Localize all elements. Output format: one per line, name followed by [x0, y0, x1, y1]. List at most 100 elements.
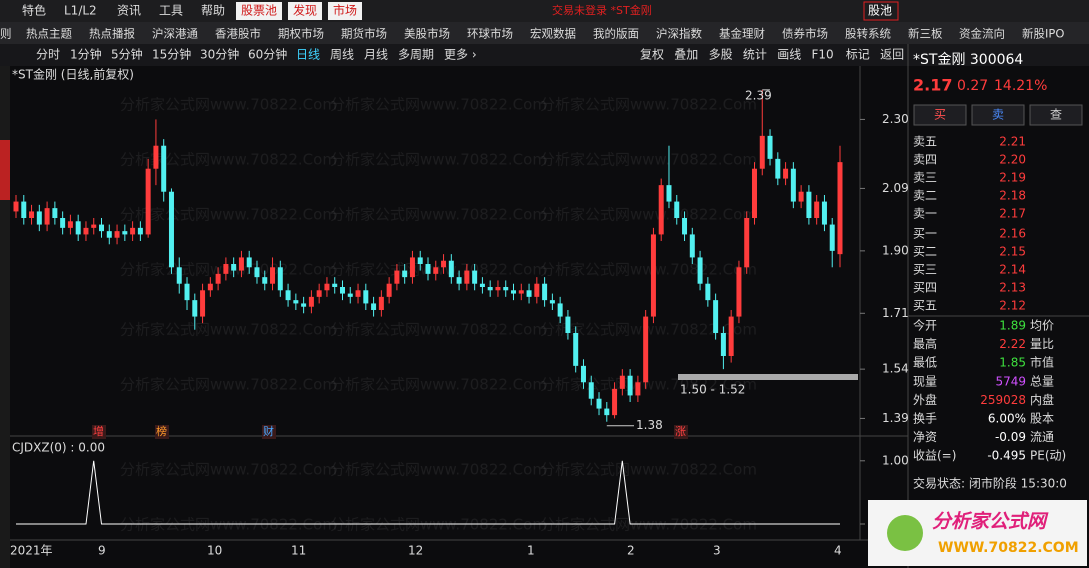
candle-body [153, 145, 159, 169]
menu-button[interactable] [288, 2, 322, 20]
menu-item[interactable]: 资讯 [117, 4, 141, 18]
tool-button[interactable]: 叠加 [674, 48, 698, 62]
nav-item[interactable]: 债券市场 [782, 27, 828, 41]
tool-button[interactable]: 多股 [709, 48, 733, 62]
candle-body [472, 270, 478, 284]
nav-item[interactable]: 期货市场 [341, 27, 387, 41]
period-tab[interactable]: 5分钟 [111, 47, 143, 62]
candle-body [44, 208, 50, 225]
candle-body [409, 257, 415, 278]
tool-button[interactable]: 返回 [880, 48, 904, 62]
event-marker-bg[interactable] [262, 425, 276, 439]
event-marker[interactable]: 涨 [675, 425, 686, 438]
watermark: 分析家公式网www.70822.Com [330, 151, 547, 169]
period-tab[interactable]: 1分钟 [70, 47, 102, 62]
period-tab[interactable]: 60分钟 [248, 47, 287, 62]
tool-button[interactable]: 复权 [640, 48, 664, 62]
x-tick-label: 12 [408, 544, 423, 558]
event-marker-bg[interactable] [155, 425, 169, 439]
candle-body [658, 185, 664, 235]
chart-title: *ST金刚 (日线,前复权) [12, 67, 134, 82]
trade-button-label[interactable]: 买 [934, 108, 946, 122]
event-marker[interactable]: 增 [93, 424, 104, 438]
menu-item[interactable]: 帮助 [201, 4, 225, 18]
trade-button-label[interactable]: 查 [1050, 108, 1062, 122]
menu-item[interactable]: 工具 [159, 4, 183, 18]
event-marker-bg[interactable] [674, 425, 688, 439]
stat-label: 均价 [1030, 319, 1054, 333]
stat-label: 换手 [913, 412, 937, 426]
watermark: 分析家公式网www.70822.Com [540, 461, 757, 479]
candle-body [60, 218, 66, 228]
menu-button[interactable] [236, 2, 282, 20]
trade-button[interactable] [971, 104, 1025, 126]
nav-item[interactable]: 沪深指数 [656, 27, 702, 41]
candle-body [347, 293, 353, 297]
nav-item[interactable]: 新三板 [908, 27, 943, 41]
nav-item[interactable]: 期权市场 [278, 27, 324, 41]
nav-item[interactable]: 热点播报 [89, 27, 135, 41]
menu-button-label[interactable]: 股票池 [241, 4, 277, 18]
menu-item[interactable]: L1/L2 [64, 4, 97, 18]
stat-label: 总量 [1030, 374, 1054, 388]
menu-button[interactable] [328, 2, 362, 20]
nav-item[interactable]: 宏观数据 [530, 27, 576, 41]
event-marker[interactable]: 财 [263, 424, 274, 438]
period-tab[interactable]: 分时 [36, 48, 60, 62]
book-price: 2.13 [999, 281, 1026, 295]
watermark: 分析家公式网www.70822.Com [330, 461, 547, 479]
period-tab[interactable]: 多周期 [398, 48, 434, 62]
candle-body [425, 264, 431, 274]
trade-button-label[interactable]: 卖 [992, 108, 1004, 122]
nav-item[interactable]: 新股IPO [1022, 27, 1064, 41]
event-marker-bg[interactable] [92, 425, 106, 439]
nav-item[interactable]: 资金流向 [959, 27, 1005, 41]
nav-item[interactable]: 热点主题 [26, 27, 72, 41]
x-tick-label: 9 [98, 544, 106, 558]
tool-button[interactable]: 画线 [777, 48, 801, 62]
stat-label: 最高 [913, 336, 937, 351]
candle-body [36, 211, 42, 225]
y-tick-label: 1.54 [882, 362, 909, 376]
period-tab[interactable]: 15分钟 [152, 47, 191, 62]
candle-body [161, 145, 167, 192]
trade-button[interactable] [1029, 104, 1083, 126]
tool-button[interactable]: 统计 [743, 48, 767, 62]
tool-button[interactable]: F10 [812, 48, 834, 62]
nav-item[interactable]: 香港股市 [215, 27, 261, 41]
stat-value: 5749 [995, 374, 1026, 388]
watermark: 分析家公式网www.70822.Com [540, 96, 757, 114]
period-tab[interactable]: 更多 › [444, 48, 477, 62]
nav-item[interactable]: 股转系统 [845, 27, 891, 41]
candle-body [83, 227, 89, 235]
menu-item[interactable]: 特色 [22, 3, 46, 18]
candle-body [643, 316, 649, 383]
menu-button-label[interactable]: 市场 [333, 3, 357, 18]
candle-body [363, 290, 369, 304]
nav-item[interactable]: 基金理财 [719, 27, 765, 41]
nav-item[interactable]: 则 [0, 27, 12, 41]
nav-item[interactable]: 沪深港通 [152, 27, 198, 41]
event-marker[interactable]: 榜 [156, 424, 167, 438]
period-tab[interactable]: 30分钟 [200, 47, 239, 62]
candle-body [386, 283, 392, 297]
stat-label: PE(动) [1030, 449, 1066, 463]
tool-button[interactable]: 标记 [846, 48, 870, 62]
right-button-label[interactable]: 股池 [868, 4, 892, 18]
y-tick-label: 1.71 [882, 306, 909, 320]
nav-item[interactable]: 环球市场 [467, 27, 513, 41]
trade-button[interactable] [913, 104, 967, 126]
nav-item[interactable]: 美股市场 [404, 27, 450, 41]
book-label: 卖三 [913, 171, 937, 185]
period-tab[interactable]: 周线 [330, 48, 354, 62]
right-button[interactable] [863, 1, 899, 21]
nav-item[interactable]: 我的版面 [593, 27, 639, 41]
candle-body [21, 201, 27, 218]
watermark: 分析家公式网www.70822.Com [330, 376, 547, 394]
x-tick-label: 1 [527, 544, 535, 558]
period-tab[interactable]: 日线 [296, 48, 320, 62]
y-tick-label: 2.09 [882, 181, 909, 195]
period-tab[interactable]: 月线 [364, 48, 388, 62]
candle-body [511, 290, 517, 294]
menu-button-label[interactable]: 发现 [293, 3, 317, 18]
